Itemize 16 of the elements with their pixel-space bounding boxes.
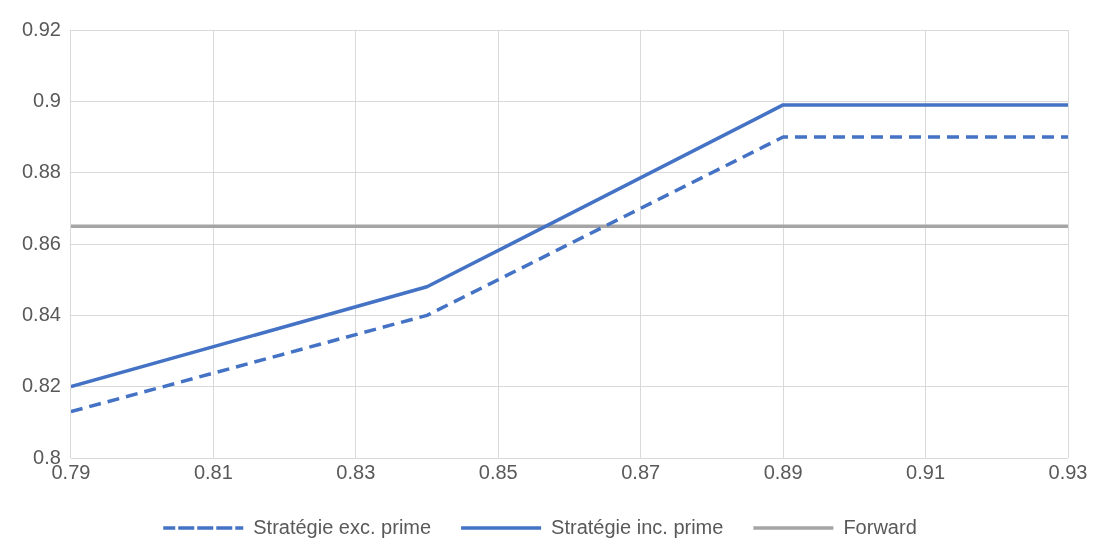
y-tick-label: 0.84 bbox=[21, 302, 61, 325]
y-tick-label: 0.92 bbox=[21, 17, 61, 40]
x-tick-label: 0.85 bbox=[478, 460, 518, 483]
y-tick-label: 0.88 bbox=[21, 160, 61, 183]
x-tick-label: 0.91 bbox=[906, 460, 946, 483]
y-tick-label: 0.82 bbox=[21, 374, 61, 397]
x-tick-label: 0.81 bbox=[193, 460, 233, 483]
legend-label: Stratégie inc. prime bbox=[551, 515, 724, 538]
x-tick-label: 0.89 bbox=[763, 460, 803, 483]
y-tick-label: 0.9 bbox=[33, 88, 61, 111]
x-tick-label: 0.93 bbox=[1048, 460, 1088, 483]
x-tick-label: 0.87 bbox=[621, 460, 661, 483]
y-tick-label: 0.86 bbox=[21, 231, 61, 254]
legend-label: Forward bbox=[843, 515, 917, 538]
legend-label: Stratégie exc. prime bbox=[253, 515, 432, 538]
x-tick-label: 0.83 bbox=[336, 460, 376, 483]
